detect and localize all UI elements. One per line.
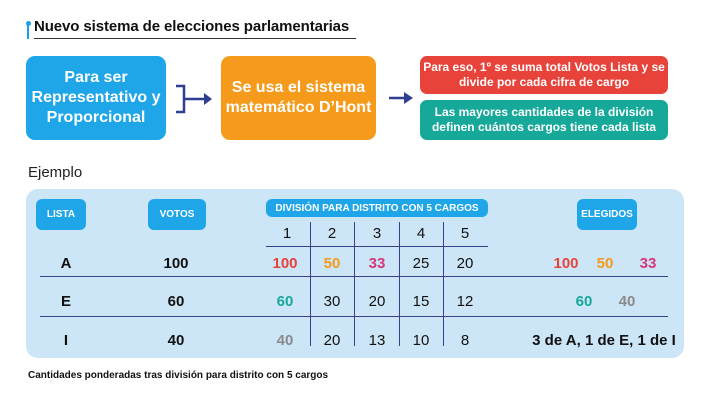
quotient-a-2: 50 — [323, 255, 341, 272]
arrow-right-icon — [389, 92, 413, 104]
quotient-e-2: 30 — [323, 293, 341, 310]
elected-e-2: 40 — [618, 293, 636, 310]
header-division: DIVISIÓN PARA DISTRITO CON 5 CARGOS — [266, 199, 488, 217]
elected-a-1: 100 — [553, 255, 579, 272]
quotient-i-3: 13 — [368, 332, 386, 349]
quotient-a-4: 25 — [412, 255, 430, 272]
elected-summary: 3 de A, 1 de E, 1 de I — [532, 332, 676, 349]
box-dhont: Se usa el sistema matemático D’Hont — [221, 56, 376, 140]
quotient-i-4: 10 — [412, 332, 430, 349]
quotient-i-5: 8 — [460, 332, 470, 349]
quotient-i-1: 40 — [276, 332, 294, 349]
quotient-a-5: 20 — [456, 255, 474, 272]
column-separator — [443, 222, 444, 346]
quotient-e-3: 20 — [368, 293, 386, 310]
footnote: Cantidades ponderadas tras división para… — [28, 370, 329, 381]
quotient-e-5: 12 — [456, 293, 474, 310]
votos-a: 100 — [163, 255, 189, 272]
column-separator — [354, 222, 355, 346]
box-suma-votos: Para eso, 1º se suma total Votos Lista y… — [420, 56, 668, 94]
header-lista: LISTA — [36, 199, 86, 230]
bracket-arrow-icon — [176, 84, 212, 114]
title-block: Nuevo sistema de elecciones parlamentari… — [26, 16, 356, 42]
column-separator — [399, 222, 400, 346]
divisor-3: 3 — [372, 225, 382, 242]
example-label: Ejemplo — [28, 164, 83, 181]
title-accent-bar — [27, 25, 29, 39]
elected-e-1: 60 — [575, 293, 593, 310]
page-title: Nuevo sistema de elecciones parlamentari… — [34, 18, 350, 35]
lista-a: A — [60, 255, 72, 272]
quotient-e-4: 15 — [412, 293, 430, 310]
divisor-1: 1 — [282, 225, 292, 242]
divisor-4: 4 — [416, 225, 426, 242]
box-mayores-cantidades: Las mayores cantidades de la división de… — [420, 100, 668, 140]
divisor-underline — [266, 246, 488, 247]
box-representativo: Para ser Representativo y Proporcional — [26, 56, 166, 140]
title-underline — [34, 38, 356, 39]
header-votos: VOTOS — [148, 199, 206, 230]
divisor-5: 5 — [460, 225, 470, 242]
votos-i: 40 — [167, 332, 185, 349]
quotient-a-3: 33 — [368, 255, 386, 272]
title-dot-icon — [26, 21, 31, 26]
votos-e: 60 — [167, 293, 185, 310]
quotient-i-2: 20 — [323, 332, 341, 349]
lista-i: I — [63, 332, 69, 349]
elected-a-3: 33 — [639, 255, 657, 272]
quotient-a-1: 100 — [272, 255, 298, 272]
header-elegidos: ELEGIDOS — [577, 199, 637, 230]
lista-e: E — [60, 293, 71, 310]
elected-a-2: 50 — [596, 255, 614, 272]
divisor-2: 2 — [327, 225, 337, 242]
example-panel — [26, 189, 684, 358]
column-separator — [310, 222, 311, 346]
quotient-e-1: 60 — [276, 293, 294, 310]
